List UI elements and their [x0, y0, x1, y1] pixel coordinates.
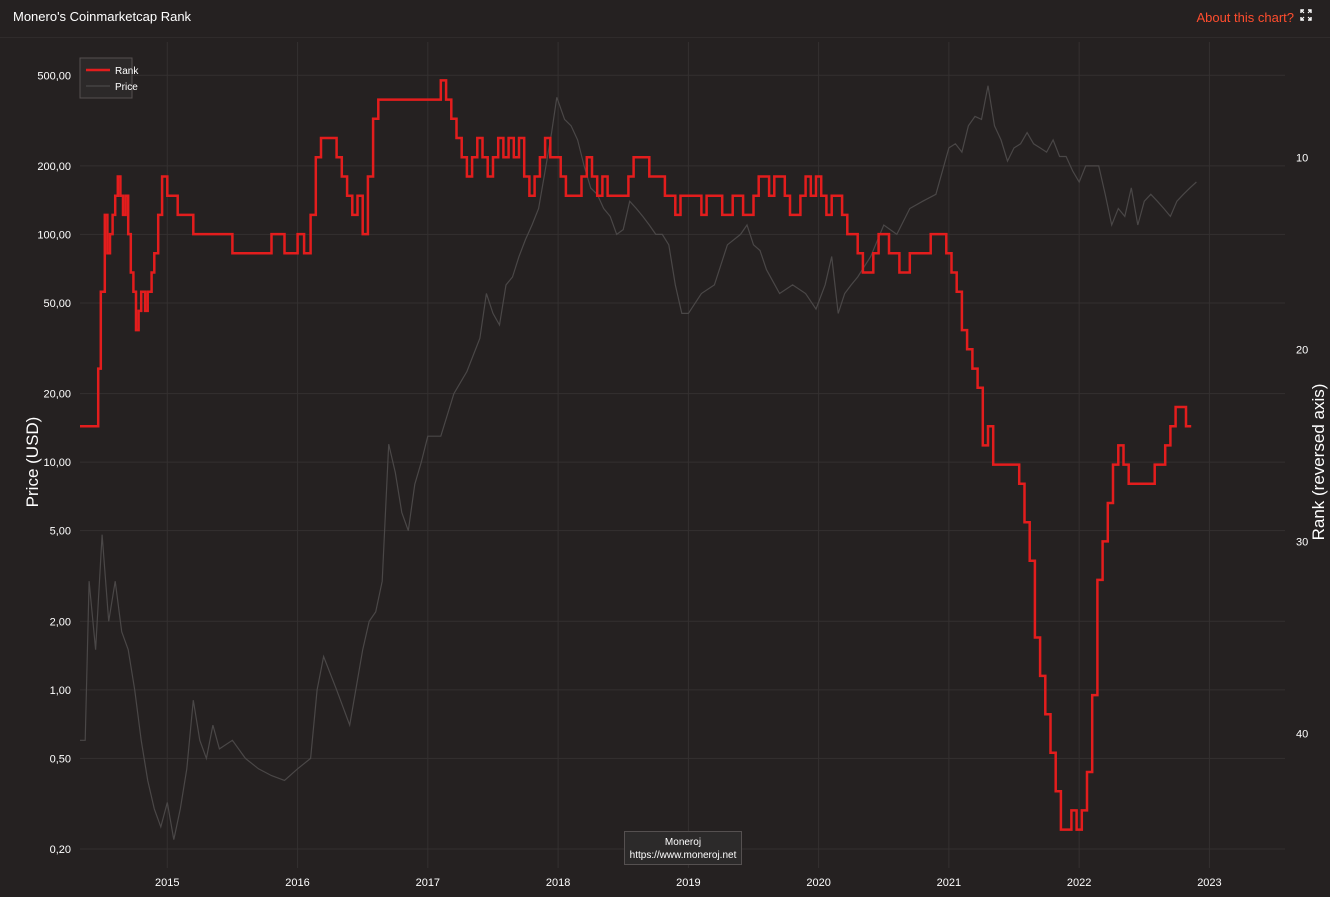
- watermark-url: https://www.moneroj.net: [629, 850, 737, 861]
- y2-axis-label: Rank (reversed axis): [1309, 384, 1328, 541]
- price-series-line: [80, 85, 1197, 840]
- chart-header: Monero's Coinmarketcap Rank About this c…: [0, 0, 1330, 38]
- x-tick-label: 2016: [285, 877, 309, 889]
- y-tick-label: 1,00: [50, 685, 71, 697]
- y-tick-label: 200,00: [37, 161, 71, 173]
- y2-tick-label: 30: [1296, 536, 1308, 548]
- y-tick-label: 50,00: [43, 298, 71, 310]
- chart-title: Monero's Coinmarketcap Rank: [13, 9, 192, 24]
- y-tick-label: 5,00: [50, 526, 71, 538]
- x-tick-label: 2021: [937, 877, 961, 889]
- y-tick-label: 10,00: [43, 457, 71, 469]
- y-tick-label: 500,00: [37, 70, 71, 82]
- y-tick-label: 0,20: [50, 844, 71, 856]
- y2-tick-label: 10: [1296, 152, 1308, 164]
- watermark-name: Moneroj: [664, 837, 702, 848]
- about-chart-link[interactable]: About this chart?: [1196, 10, 1294, 25]
- fullscreen-icon[interactable]: [1300, 9, 1312, 21]
- x-tick-label: 2023: [1197, 877, 1221, 889]
- x-tick-label: 2020: [806, 877, 830, 889]
- legend-price-label: Price: [115, 82, 138, 93]
- x-tick-label: 2017: [416, 877, 440, 889]
- y2-tick-label: 40: [1296, 729, 1308, 741]
- y-tick-label: 0,50: [50, 753, 71, 765]
- legend-rank-label: Rank: [115, 66, 139, 77]
- y-tick-label: 100,00: [37, 229, 71, 241]
- y-tick-label: 2,00: [50, 616, 71, 628]
- rank-series-line: [80, 79, 1192, 831]
- watermark-box: Moneroj https://www.moneroj.net: [624, 831, 742, 865]
- y-tick-label: 20,00: [43, 389, 71, 401]
- x-tick-label: 2018: [546, 877, 570, 889]
- x-tick-label: 2015: [155, 877, 179, 889]
- x-tick-label: 2019: [676, 877, 700, 889]
- legend: Rank Price: [79, 57, 139, 99]
- y-axis-label: Price (USD): [23, 417, 42, 508]
- y2-tick-label: 20: [1296, 344, 1308, 356]
- x-tick-label: 2022: [1067, 877, 1091, 889]
